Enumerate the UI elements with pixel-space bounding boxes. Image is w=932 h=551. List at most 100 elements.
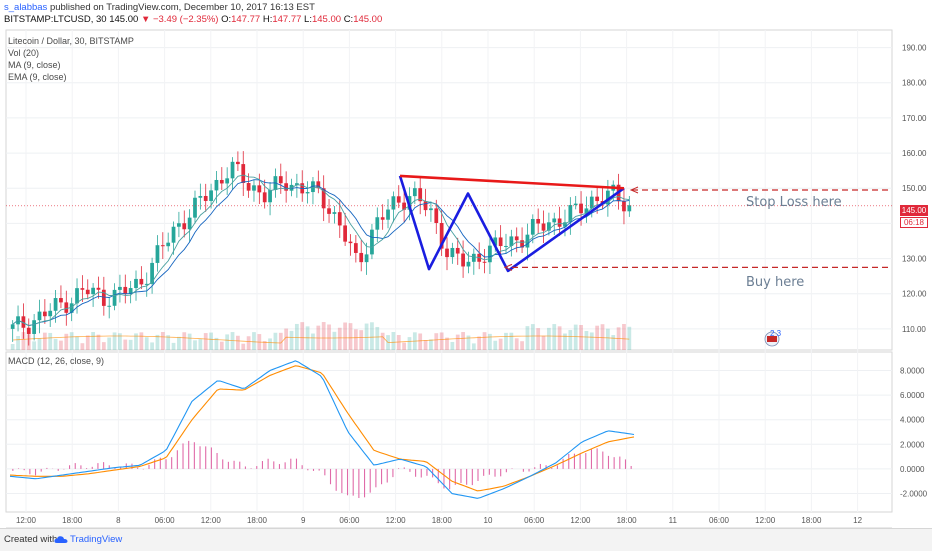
volume-bar: [187, 333, 192, 350]
macd-line: [9, 360, 635, 499]
candle-body: [257, 185, 262, 193]
volume-bar: [584, 330, 589, 350]
volume-bar: [370, 322, 374, 350]
volume-bar: [21, 332, 26, 350]
candle-body: [337, 212, 342, 226]
candle-body: [380, 217, 385, 220]
ma-legend[interactable]: MA (9, close): [8, 60, 61, 70]
time-tick-label: 06:00: [524, 516, 545, 525]
candle-body: [128, 288, 133, 295]
symbol-line: BITSTAMP:LTCUSD, 30 145.00 ▼ −3.49 (−2.3…: [4, 14, 383, 25]
event-flag-text: 2 3: [770, 329, 782, 338]
candle-body: [461, 253, 465, 267]
macd-pane-frame: [5, 351, 893, 513]
candle-body: [284, 183, 289, 191]
volume-bar: [118, 333, 122, 350]
volume-bar: [563, 333, 567, 350]
candle-body: [530, 218, 535, 235]
candle-body: [455, 247, 460, 254]
volume-bar: [504, 332, 508, 350]
candle-body: [391, 196, 396, 210]
volume-bar: [139, 332, 144, 350]
volume-bar: [273, 332, 278, 350]
candle-body: [155, 245, 160, 263]
volume-bar: [450, 341, 455, 350]
candle-body: [445, 248, 449, 258]
volume-bar: [155, 334, 160, 350]
volume-bar: [80, 343, 85, 350]
created-with: Created with: [4, 534, 58, 545]
vol-legend[interactable]: Vol (20): [8, 48, 40, 58]
candle-body: [101, 289, 106, 306]
candle-body: [225, 178, 230, 184]
volume-bar: [332, 331, 337, 350]
time-tick-label: 06:00: [339, 516, 360, 525]
time-tick-label: 12:00: [755, 516, 776, 525]
low-value: 145.00: [311, 14, 342, 25]
volume-bar: [573, 324, 578, 350]
candle-body: [509, 236, 514, 246]
chart-canvas[interactable]: 190.00180.00170.00160.00150.00140.00130.…: [0, 0, 932, 528]
candle-body: [193, 197, 197, 218]
tradingview-brand-link[interactable]: TradingView: [70, 534, 123, 545]
time-tick-label: 10: [484, 516, 493, 525]
volume-bar: [525, 326, 530, 350]
volume-bar: [595, 325, 600, 350]
time-tick-label: 12:00: [570, 516, 591, 525]
resistance-trendline: [399, 174, 625, 190]
stop-loss-label: Stop Loss here: [746, 195, 842, 210]
countdown-badge: 06:18: [900, 217, 928, 228]
event-flag-mark: [767, 336, 777, 342]
volume-ma-line: [12, 335, 630, 344]
candle-body: [327, 208, 331, 214]
volume-bar: [353, 329, 358, 350]
volume-bar: [246, 336, 251, 350]
candle-body: [450, 247, 455, 258]
volume-bar: [112, 332, 117, 350]
candle-body: [69, 303, 74, 313]
candle-body: [96, 287, 101, 290]
candle-body: [525, 234, 530, 248]
symbol: BITSTAMP:LTCUSD, 30: [4, 14, 107, 25]
price-change: ▼ −3.49 (−2.35%): [140, 14, 219, 25]
candle-body: [262, 192, 267, 203]
candle-body: [584, 208, 589, 214]
candle-body: [241, 164, 246, 183]
macd-tick-label: 2.0000: [900, 440, 925, 449]
volume-bar: [407, 337, 412, 350]
volume-bar: [552, 324, 557, 350]
volume-bar: [123, 339, 128, 350]
candle-body: [434, 208, 439, 224]
volume-bar: [294, 323, 299, 350]
volume-bar: [311, 333, 315, 350]
volume-bar: [343, 322, 348, 350]
macd-tick-label: 6.0000: [900, 391, 925, 400]
macd-tick-label: 0.0000: [900, 465, 925, 474]
price-tick-label: 130.00: [902, 255, 927, 264]
volume-bar: [96, 334, 101, 350]
time-tick-label: 9: [301, 516, 306, 525]
price-tick-label: 190.00: [902, 44, 927, 53]
candle-body: [563, 222, 567, 227]
candle-body: [589, 196, 594, 209]
volume-bar: [359, 330, 364, 350]
candle-body: [118, 286, 122, 290]
candle-body: [198, 195, 203, 198]
volume-bar: [514, 338, 519, 350]
candle-body: [230, 161, 235, 179]
candle-body: [605, 190, 610, 205]
candle-body: [294, 183, 299, 185]
time-tick-label: 12:00: [386, 516, 407, 525]
candle-body: [64, 302, 69, 313]
ema-legend[interactable]: EMA (9, close): [8, 72, 67, 82]
macd-legend[interactable]: MACD (12, 26, close, 9): [8, 356, 105, 366]
time-tick-label: 06:00: [155, 516, 176, 525]
chart-title: Litecoin / Dollar, 30, BITSTAMP: [8, 36, 134, 46]
last-price-badge: 145.00: [900, 205, 928, 216]
volume-bar: [75, 336, 79, 350]
candle-body: [370, 229, 374, 255]
publish-info: published on TradingView.com, December 1…: [49, 2, 315, 13]
volume-bar: [107, 337, 112, 350]
volume-bar: [375, 326, 380, 350]
author-link[interactable]: s_alabbas: [4, 2, 48, 13]
